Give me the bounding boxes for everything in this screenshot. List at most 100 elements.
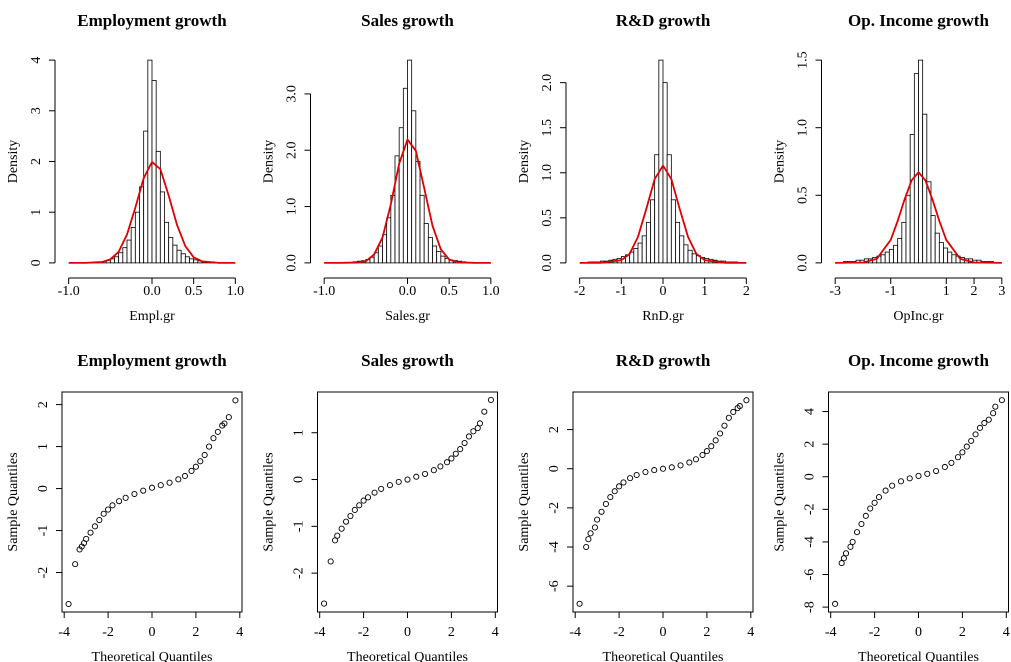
qq-point: [481, 408, 488, 415]
x-tick-label: 0.0: [143, 284, 161, 299]
qq-point: [72, 561, 79, 568]
qq-point: [924, 470, 931, 477]
qq-point: [131, 490, 138, 498]
qq-point: [985, 416, 992, 423]
x-tick-label: -2: [574, 284, 586, 299]
x-tick-label: -4: [569, 625, 581, 640]
histogram-bar: [913, 73, 919, 264]
y-tick-label: 1.5: [540, 119, 555, 137]
chart-title: Sales growth: [361, 11, 454, 30]
x-tick-label: 1.0: [227, 284, 245, 299]
y-tick-label: 0: [547, 465, 562, 472]
qq-point: [188, 467, 195, 474]
x-tick-label: 2: [971, 284, 978, 299]
qq-point: [708, 443, 715, 450]
qq-point: [620, 479, 627, 486]
x-axis-label: Sales.gr: [385, 309, 430, 324]
qq-point: [87, 529, 94, 536]
y-axis-label: Density: [517, 140, 532, 184]
y-axis-label: Density: [262, 140, 277, 184]
qq-point: [192, 463, 199, 470]
qq-point: [395, 478, 402, 485]
y-tick-label: -2: [292, 567, 307, 579]
qq-point: [692, 456, 699, 463]
qq-point: [882, 487, 889, 494]
histogram-bar: [382, 234, 388, 264]
qq-point: [448, 455, 455, 462]
x-tick-label: 0: [915, 625, 922, 640]
y-axis-label: Sample Quantiles: [262, 452, 277, 551]
histogram-bar: [440, 255, 446, 264]
qq-point: [832, 600, 839, 607]
qq-point: [109, 502, 116, 509]
qq-point: [181, 472, 188, 480]
histogram-bar: [909, 134, 915, 264]
y-tick-label: -1: [36, 525, 51, 537]
qq-point: [378, 485, 385, 492]
histogram-bar: [436, 251, 442, 264]
qq-point: [981, 419, 988, 427]
histogram-bar: [951, 254, 957, 264]
qq-point: [201, 451, 208, 459]
histogram-bar: [423, 223, 429, 264]
qq-point: [968, 437, 975, 444]
qq-point: [65, 600, 72, 608]
qq-point: [659, 465, 667, 472]
histogram-bar: [415, 161, 421, 264]
histogram-bar: [164, 221, 170, 264]
qq-point: [642, 469, 649, 476]
x-tick-label: 0: [149, 625, 156, 640]
histogram-bar: [398, 127, 404, 264]
qq-point: [360, 497, 367, 504]
normal-curve: [68, 160, 236, 264]
x-axis-label: Empl.gr: [129, 309, 175, 324]
qq-point: [668, 464, 675, 471]
qq-point: [594, 516, 601, 523]
x-tick-label: 2: [959, 625, 966, 640]
histogram-bar: [666, 154, 672, 264]
qq-point: [721, 422, 728, 429]
x-tick-label: 4: [492, 625, 499, 640]
y-tick-label: 0.5: [796, 187, 811, 205]
qq-point: [140, 487, 147, 494]
y-tick-label: 1: [29, 209, 44, 216]
qq-point: [677, 462, 684, 469]
qq-point: [998, 397, 1005, 404]
histogram-bar: [432, 245, 438, 264]
x-tick-label: 2: [703, 625, 710, 640]
qq-point: [583, 543, 590, 551]
qq-point: [703, 448, 710, 455]
qq-point: [889, 482, 896, 489]
histogram-bar: [419, 194, 425, 264]
qq-point: [105, 506, 112, 513]
qq-point: [148, 484, 156, 491]
histogram-bar: [427, 237, 433, 264]
histogram-bar: [386, 217, 392, 264]
x-axis-label: Theoretical Quantiles: [858, 650, 979, 662]
histogram-bar: [888, 248, 894, 264]
histogram-bar: [184, 256, 190, 264]
qq-point: [386, 482, 393, 489]
y-tick-label: -4: [803, 536, 818, 548]
qq-point: [915, 472, 922, 479]
x-tick-label: 2: [448, 625, 455, 640]
qq-point: [422, 470, 429, 477]
qq-point: [83, 535, 90, 542]
y-tick-label: 2: [547, 426, 562, 433]
histogram-bar: [168, 237, 174, 264]
histogram-bar: [189, 258, 195, 264]
qq-point: [627, 475, 634, 482]
qq-point: [334, 532, 341, 539]
x-axis-label: Theoretical Quantiles: [603, 650, 724, 662]
histogram-bar: [930, 215, 936, 264]
x-tick-label: 0: [404, 625, 411, 640]
chart-title: R&D growth: [616, 351, 711, 370]
y-tick-label: -2: [36, 567, 51, 579]
y-tick-label: 2: [36, 401, 51, 408]
qq-point: [933, 467, 940, 475]
qq-point: [413, 473, 420, 480]
qq-point: [686, 459, 693, 466]
qq-point: [487, 396, 494, 404]
qq-point: [327, 558, 334, 565]
